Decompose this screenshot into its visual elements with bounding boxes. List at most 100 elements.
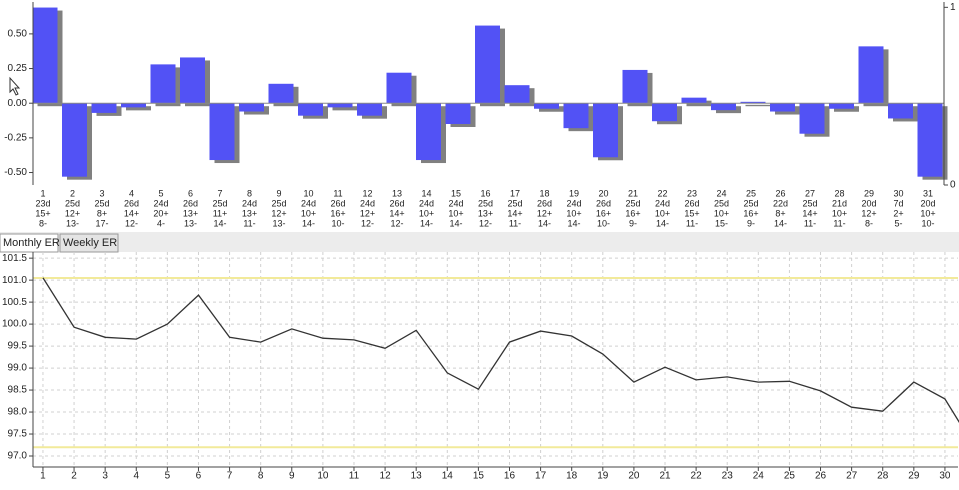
x-tick-label: 13+ xyxy=(183,208,198,218)
x-tick-label: 28 xyxy=(834,188,844,198)
bar xyxy=(32,7,58,104)
x-tick-label: 29 xyxy=(864,188,874,198)
x-tick-label: 3 xyxy=(102,471,108,482)
y-tick-label: 97.5 xyxy=(8,429,28,440)
y-tick-label: 98.0 xyxy=(8,407,28,418)
tab-label[interactable]: Weekly ER xyxy=(63,237,117,249)
x-tick-label: 12+ xyxy=(360,208,375,218)
x-tick-label: 14- xyxy=(538,218,551,228)
x-tick-label: 8+ xyxy=(97,208,107,218)
x-tick-label: 25d xyxy=(478,198,493,208)
x-tick-label: 12+ xyxy=(65,208,80,218)
x-tick-label: 24d xyxy=(242,198,257,208)
x-tick-label: 9- xyxy=(747,218,755,228)
x-tick-label: 9 xyxy=(276,188,281,198)
bar-shadow xyxy=(745,104,771,107)
x-tick-label: 6 xyxy=(188,188,193,198)
x-tick-label: 30 xyxy=(939,471,951,482)
x-tick-label: 27 xyxy=(805,188,815,198)
x-tick-label: 21 xyxy=(659,471,671,482)
x-tick-label: 12 xyxy=(380,471,392,482)
x-tick-label: 29 xyxy=(908,471,920,482)
x-tick-label: 26d xyxy=(330,198,345,208)
x-tick-label: 18 xyxy=(566,471,578,482)
x-tick-label: 24 xyxy=(716,188,726,198)
x-tick-label: 11- xyxy=(509,218,521,228)
x-tick-label: 12- xyxy=(125,218,138,228)
x-tick-label: 26d xyxy=(124,198,139,208)
bar xyxy=(268,83,294,104)
x-tick-label: 13- xyxy=(272,218,285,228)
x-tick-label: 10+ xyxy=(301,208,316,218)
x-tick-label: 26d xyxy=(183,198,198,208)
x-tick-label: 26 xyxy=(775,188,785,198)
x-tick-label: 20 xyxy=(598,188,608,198)
x-tick-label: 24d xyxy=(153,198,168,208)
x-tick-label: 24 xyxy=(753,471,765,482)
bar xyxy=(652,103,677,122)
tab[interactable] xyxy=(0,233,59,253)
x-tick-label: 24d xyxy=(655,198,670,208)
x-tick-label: 25d xyxy=(625,198,640,208)
x-tick-label: 13+ xyxy=(242,208,257,218)
bar-shadow xyxy=(126,106,151,111)
x-tick-label: 21d xyxy=(832,198,847,208)
x-tick-label: 2+ xyxy=(893,208,903,218)
x-tick-label: 10- xyxy=(921,218,934,228)
x-tick-label: 25d xyxy=(212,198,227,208)
bar-shadow xyxy=(834,106,859,112)
y-tick-label: 100.5 xyxy=(2,297,27,308)
x-tick-label: 15+ xyxy=(35,208,50,218)
x-tick-label: 12 xyxy=(362,188,372,198)
x-tick-label: 11+ xyxy=(213,208,228,218)
y-tick-label: 0.25 xyxy=(8,63,28,74)
bar xyxy=(622,69,648,104)
x-tick-label: 4- xyxy=(157,218,165,228)
y2-tick-label: 0 xyxy=(950,180,956,191)
x-tick-label: 20d xyxy=(861,198,876,208)
bar xyxy=(209,103,235,161)
x-tick-label: 21 xyxy=(628,188,638,198)
x-tick-label: 26d xyxy=(596,198,611,208)
x-tick-label: 13+ xyxy=(478,208,493,218)
x-tick-label: 10 xyxy=(303,188,313,198)
x-tick-label: 24d xyxy=(448,198,463,208)
x-tick-label: 7 xyxy=(227,471,233,482)
x-tick-label: 23d xyxy=(35,198,50,208)
x-tick-label: 11- xyxy=(804,218,816,228)
bar xyxy=(504,85,530,104)
x-tick-label: 25 xyxy=(784,471,796,482)
x-tick-label: 30 xyxy=(893,188,903,198)
x-tick-label: 23 xyxy=(722,471,734,482)
x-tick-label: 14- xyxy=(302,218,315,228)
x-tick-label: 10 xyxy=(317,471,329,482)
y-tick-label: 97.0 xyxy=(8,451,28,462)
tab-label[interactable]: Monthly ER xyxy=(3,237,60,249)
y-tick-label: 0.00 xyxy=(8,98,28,109)
x-tick-label: 10+ xyxy=(920,208,935,218)
bar xyxy=(386,72,412,104)
tab[interactable] xyxy=(59,233,119,253)
x-tick-label: 16+ xyxy=(625,208,640,218)
x-tick-label: 11 xyxy=(333,188,342,198)
x-tick-label: 10+ xyxy=(714,208,729,218)
x-tick-label: 16 xyxy=(480,188,490,198)
x-tick-label: 8 xyxy=(247,188,252,198)
bar xyxy=(62,103,87,177)
x-tick-label: 17- xyxy=(95,218,108,228)
x-tick-label: 22 xyxy=(657,188,667,198)
bar xyxy=(593,103,618,158)
y-tick-label: 99.5 xyxy=(8,341,28,352)
x-tick-label: 15 xyxy=(451,188,461,198)
y-tick-label: 101.0 xyxy=(2,275,27,286)
x-tick-label: 25d xyxy=(507,198,522,208)
x-tick-label: 13- xyxy=(66,218,79,228)
x-tick-label: 24d xyxy=(301,198,316,208)
x-tick-label: 14+ xyxy=(802,208,817,218)
x-tick-label: 20d xyxy=(920,198,935,208)
bar xyxy=(858,46,884,104)
x-tick-label: 14- xyxy=(774,218,787,228)
x-tick-label: 14- xyxy=(656,218,669,228)
bar xyxy=(445,103,471,124)
